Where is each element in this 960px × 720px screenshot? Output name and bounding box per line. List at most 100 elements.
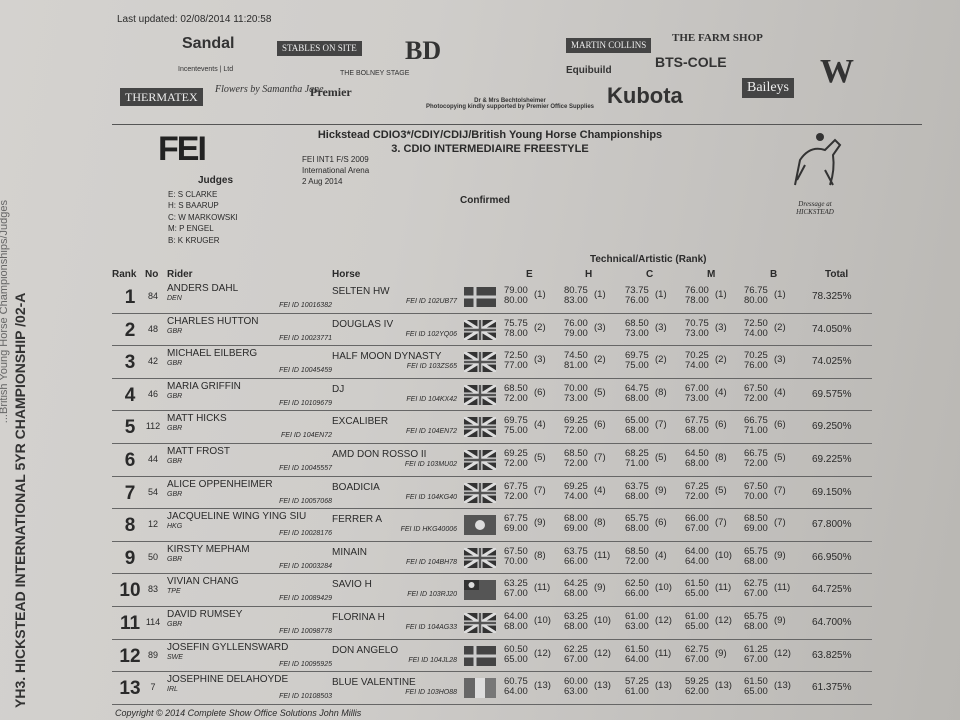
entry-number: 84 — [147, 291, 158, 301]
judge-score: 67.75 69.00 (9) — [504, 514, 546, 534]
fei-logo: FEI — [158, 130, 207, 168]
technical-score: 66.00 — [685, 513, 709, 525]
dressage-logo-text: Dressage at HICKSTEAD — [796, 200, 834, 216]
sponsor-logo: Kubota — [607, 83, 683, 108]
artistic-score: 66.00 — [564, 555, 588, 567]
judge-rank: (1) — [594, 289, 606, 300]
judge-rank: (9) — [715, 647, 727, 659]
artistic-score: 76.00 — [744, 360, 768, 372]
judge-rank: (2) — [594, 354, 606, 366]
rider-name: ALICE OPPENHEIMER — [167, 478, 273, 490]
artistic-score: 68.00 — [685, 458, 709, 469]
last-updated: Last updated: 02/08/2014 11:20:58 — [117, 14, 272, 25]
technical-score: 64.75 — [625, 382, 649, 394]
table-row: 4 46 MARIA GRIFFIN GBR FEI ID 10109679 D… — [112, 379, 872, 412]
col-rank: Rank — [112, 269, 137, 280]
judge-score: 60.75 64.00 (13) — [504, 677, 551, 697]
divider — [112, 124, 922, 125]
judge-rank: (2) — [715, 354, 727, 366]
technical-score: 69.75 — [625, 350, 649, 362]
judge-score: 62.75 67.00 (9) — [685, 644, 727, 665]
sponsor-logo: THERMATEX — [120, 88, 203, 106]
judge-score: 76.75 80.00 (1) — [744, 286, 786, 306]
judge-rank: (11) — [715, 582, 732, 594]
technical-score: 63.25 — [564, 611, 588, 622]
side-title: YH3. HICKSTEAD INTERNATIONAL 5YR CHAMPIO… — [12, 292, 28, 708]
judge-rank: (3) — [534, 354, 546, 366]
rider-name: JACQUELINE WING YING SIU — [167, 511, 307, 523]
judge-score: 65.75 68.00 (9) — [744, 546, 786, 567]
technical-score: 70.75 — [685, 317, 709, 329]
judge-rank: (5) — [715, 484, 727, 496]
total-percent: 74.025% — [812, 356, 852, 368]
rank: 10 — [119, 580, 141, 602]
judge-rank: (8) — [655, 386, 667, 398]
technical-score: 66.75 — [744, 448, 768, 459]
judge-rank: (3) — [655, 321, 667, 333]
judge-score: 68.50 72.00 (4) — [625, 546, 667, 567]
artistic-score: 68.00 — [564, 621, 588, 632]
judge-rank: (10) — [715, 549, 732, 561]
judge-rank: (7) — [715, 517, 727, 529]
entry-number: 112 — [145, 421, 161, 432]
technical-score: 64.50 — [685, 448, 709, 459]
table-row: 13 7 JOSEPHINE DELAHOYDE IRL FEI ID 1010… — [112, 672, 872, 705]
artistic-score: 65.00 — [504, 653, 528, 665]
rider-nation: GBR — [167, 425, 183, 433]
judge-rank: (7) — [774, 517, 786, 529]
judge-rank: (7) — [594, 452, 606, 463]
judge-score: 61.00 65.00 (12) — [685, 612, 732, 632]
rider-fei-id: FEI ID 10045459 — [279, 367, 332, 375]
technical-score: 72.50 — [744, 317, 768, 329]
flag-icon — [464, 613, 496, 633]
artistic-score: 75.00 — [625, 360, 649, 372]
rank: 2 — [124, 319, 136, 341]
rider-nation: IRL — [167, 686, 178, 694]
total-percent: 63.825% — [812, 649, 852, 661]
flag-icon — [464, 319, 496, 340]
total-percent: 64.700% — [812, 617, 852, 628]
flag-icon — [464, 645, 496, 666]
total-percent: 74.050% — [812, 323, 852, 335]
artistic-score: 79.00 — [564, 327, 588, 339]
table-row: 11 114 DAVID RUMSEY GBR FEI ID 10098778 … — [112, 607, 872, 640]
judge-rank: (6) — [594, 419, 606, 431]
judge-score: 61.50 64.00 (11) — [625, 644, 671, 665]
rider-fei-id: FEI ID 10089429 — [279, 595, 332, 603]
artistic-score: 67.00 — [564, 653, 588, 665]
arena: International Arena — [302, 166, 370, 175]
judge-rank: (5) — [534, 452, 546, 463]
horse-name: EXCALIBER — [332, 416, 389, 428]
technical-score: 76.00 — [564, 317, 588, 329]
judge-rank: (2) — [655, 354, 667, 366]
rider-nation: SWE — [167, 653, 183, 661]
horse-name: MINAIN — [332, 546, 367, 558]
total-percent: 69.225% — [812, 454, 852, 465]
judge-c: C: W MARKOWSKI — [168, 212, 238, 222]
technical-score: 73.75 — [625, 285, 649, 296]
technical-score: 76.00 — [685, 285, 709, 296]
horse-fei-id: FEI ID 103HO88 — [405, 689, 457, 697]
judge-rank: (9) — [774, 549, 786, 561]
artistic-score: 68.00 — [744, 621, 768, 632]
horse-fei-id: FEI ID 103MU02 — [404, 461, 457, 468]
judge-rank: (6) — [715, 419, 727, 431]
technical-score: 72.50 — [504, 350, 528, 362]
artistic-score: 66.00 — [625, 588, 649, 600]
judge-rank: (8) — [715, 452, 727, 463]
table-row: 12 89 JOSEFIN GYLLENSWARD SWE FEI ID 100… — [112, 640, 872, 673]
col-no: No — [145, 269, 159, 280]
judge-score: 64.75 68.00 (8) — [625, 382, 667, 404]
horse-fei-id: FEI ID 104EN72 — [406, 428, 457, 436]
judge-score: 61.00 63.00 (12) — [625, 612, 672, 632]
total-percent: 78.325% — [812, 291, 852, 302]
judge-score: 67.50 72.00 (4) — [744, 383, 786, 404]
sponsor-logo: Premier — [310, 85, 352, 99]
artistic-score: 80.00 — [744, 295, 768, 306]
horse-fei-id: FEI ID 104JL28 — [408, 656, 457, 664]
artistic-score: 63.00 — [564, 686, 588, 698]
flag-icon — [464, 482, 496, 503]
technical-score: 68.50 — [564, 448, 588, 459]
horse-fei-id: FEI ID 102UB77 — [406, 298, 457, 305]
judge-rank: (13) — [655, 680, 672, 692]
